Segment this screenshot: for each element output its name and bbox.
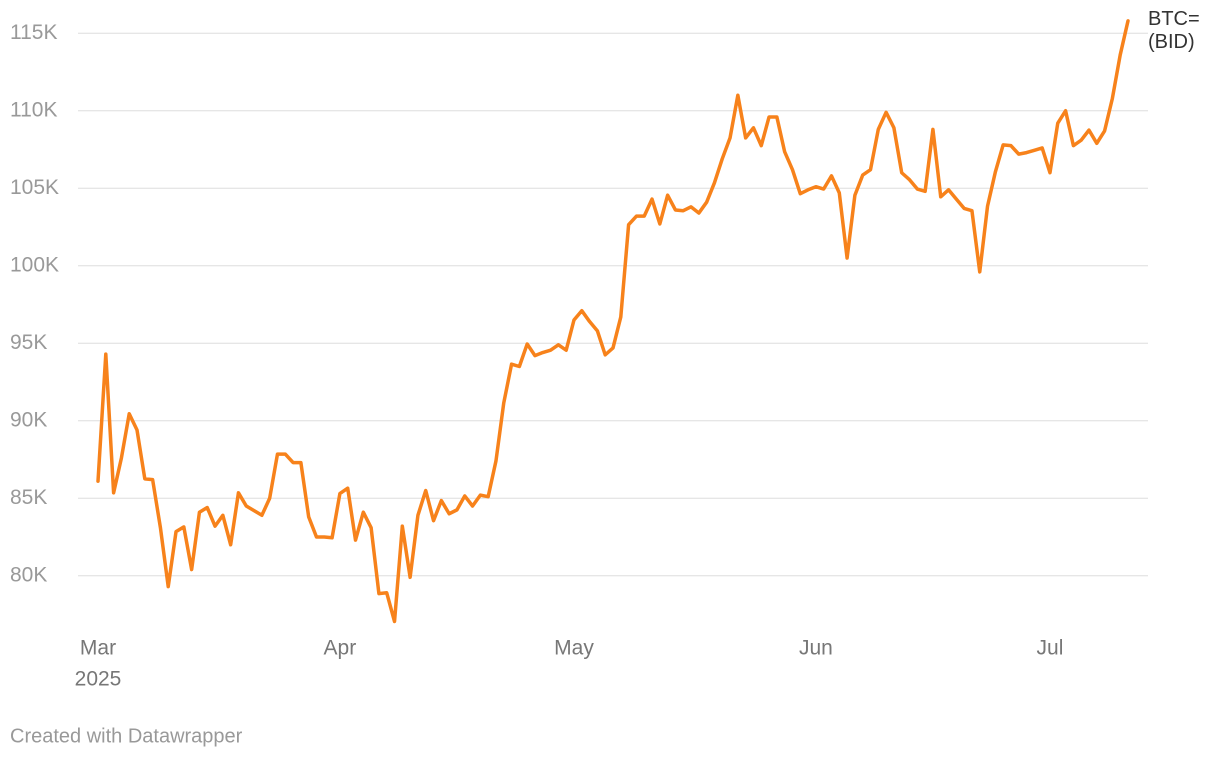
x-tick-label: Jun (799, 637, 833, 660)
y-tick-label: 100K (10, 253, 59, 276)
y-tick-label: 90K (10, 408, 47, 431)
x-tick-label: Apr (324, 637, 357, 660)
x-tick-label: Jul (1037, 637, 1064, 660)
x-tick-label: May (554, 637, 594, 660)
x-year-label: 2025 (75, 668, 122, 691)
y-tick-label: 105K (10, 176, 59, 199)
x-tick-label: Mar (80, 637, 116, 660)
y-tick-label: 80K (10, 563, 47, 586)
y-tick-label: 115K (10, 21, 58, 44)
y-tick-label: 110K (10, 98, 58, 121)
footer: Created with Datawrapper (10, 725, 243, 747)
series-label: BTC= (BID) (1148, 8, 1200, 53)
y-tick-label: 95K (10, 331, 47, 354)
y-tick-label: 85K (10, 486, 47, 509)
line (96, 19, 1130, 624)
